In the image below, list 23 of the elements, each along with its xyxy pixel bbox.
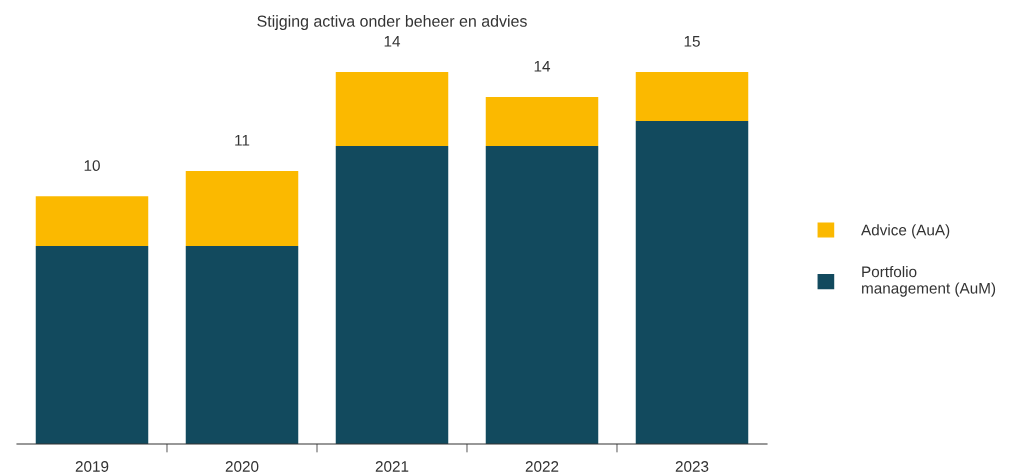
bar xyxy=(35,196,149,247)
annotation: 11 xyxy=(235,135,250,146)
bar xyxy=(485,96,599,147)
annotation: 14 xyxy=(534,61,551,72)
annotation: 14 xyxy=(384,36,401,47)
legend-label: Portfolio management (AuM) xyxy=(862,265,996,297)
x-tick-label: 2021 xyxy=(375,461,409,472)
bar xyxy=(185,170,299,247)
annotation: 15 xyxy=(684,36,700,47)
x-tick-label: 2022 xyxy=(525,461,559,472)
bar xyxy=(35,246,149,444)
bar xyxy=(335,146,449,444)
legend-label: Advice (AuA) xyxy=(861,224,950,239)
annotation: 10 xyxy=(84,160,100,172)
x-tick-label: 2020 xyxy=(225,461,259,472)
x-tick-label: 2019 xyxy=(75,461,109,472)
bar xyxy=(635,121,749,444)
bar xyxy=(335,72,449,147)
bar xyxy=(485,146,599,444)
bar xyxy=(635,72,749,122)
x-tick-label: 2023 xyxy=(675,461,709,472)
bar xyxy=(185,246,299,444)
chart-title: Stijging activa onder beheer en advies xyxy=(257,15,527,30)
